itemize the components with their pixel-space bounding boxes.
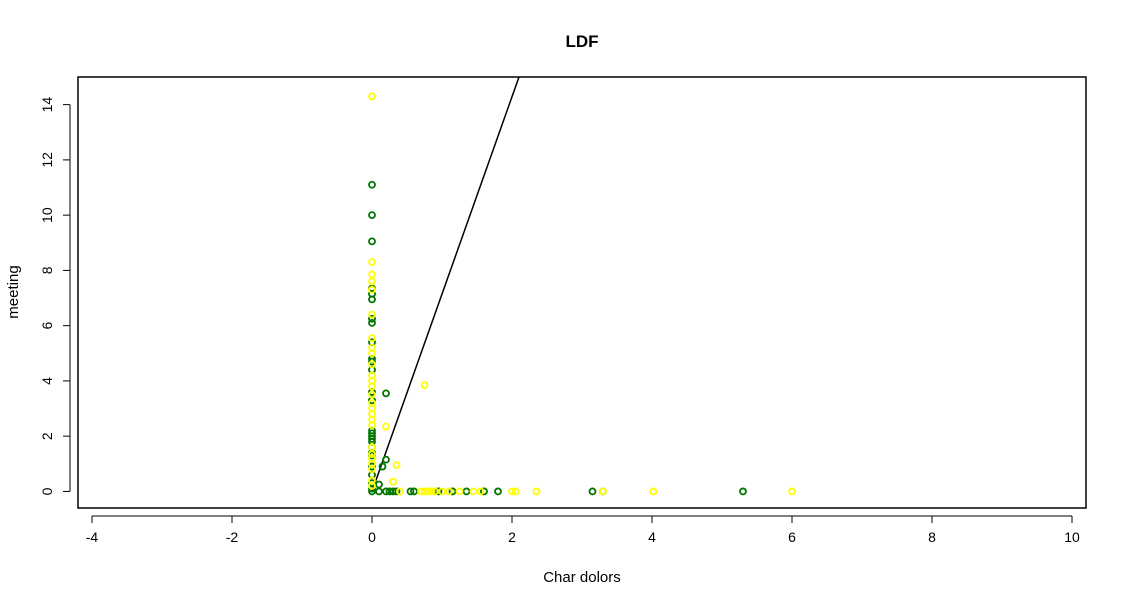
data-point [406,487,415,496]
x-tick-label: 2 [508,529,516,545]
data-point [382,389,390,398]
data-point [368,357,376,366]
x-tick-label: 0 [368,529,376,545]
data-point [368,443,376,452]
data-point [385,487,394,496]
data-point [508,487,516,496]
data-point [368,484,376,493]
data-point [462,487,471,496]
data-point [431,487,439,496]
plot-lines [371,77,520,492]
data-point [445,487,453,496]
data-point [368,314,376,323]
y-tick-label: 0 [39,487,55,495]
discriminant-line [371,77,520,492]
data-point [382,487,390,496]
data-point [511,487,520,496]
data-point [368,237,376,246]
data-point [368,180,376,189]
chart-title: LDF [565,32,598,51]
data-point [455,487,464,496]
data-point [389,477,397,486]
data-point [368,360,376,369]
data-point [368,382,376,391]
data-point [378,462,387,471]
data-point [368,211,376,220]
plot-points [368,92,796,496]
data-point [368,349,376,358]
y-axis-label: meeting [5,265,22,318]
data-point [396,487,404,496]
data-point [368,277,376,286]
y-tick-label: 2 [39,432,55,440]
data-point [389,487,397,496]
y-tick-label: 6 [39,322,55,330]
y-tick-label: 14 [39,97,55,113]
data-point [368,92,376,101]
data-point [420,381,429,389]
data-point [417,487,425,496]
plot-frame [77,76,1087,509]
data-point [410,487,418,496]
x-tick-label: -4 [86,529,99,545]
data-point [392,461,401,470]
data-point [375,487,383,496]
data-point [382,455,390,464]
data-point [588,487,597,496]
data-point [368,465,376,474]
data-point [368,334,376,342]
data-point [375,480,383,489]
data-point [420,487,429,496]
y-tick-label: 4 [39,377,55,385]
data-point [532,487,541,496]
data-point [368,390,376,399]
data-point [480,487,488,496]
data-point [494,487,502,496]
data-point [788,487,796,496]
data-point [368,481,376,490]
data-point [438,487,446,496]
x-tick-label: -2 [226,529,239,545]
x-tick-label: 6 [788,529,796,545]
data-point [382,422,390,431]
data-point [476,487,485,496]
data-point [469,487,478,496]
y-tick-label: 8 [39,266,55,274]
data-point [368,285,376,294]
data-point [392,487,401,496]
data-point [368,435,376,443]
data-point [368,462,376,471]
y-tick-label: 10 [39,207,55,223]
x-tick-label: 4 [648,529,656,545]
x-tick-label: 10 [1064,529,1080,545]
x-axis: -4 -2 0 2 4 6 8 10 [86,515,1080,545]
data-point [739,487,747,496]
data-point [368,295,376,304]
data-point [368,450,376,459]
x-axis-label: Char dolors [543,569,621,586]
data-point [368,421,376,430]
data-point [434,487,443,496]
x-tick-label: 8 [928,529,936,545]
data-point [649,487,658,496]
y-axis: 0 2 4 6 8 10 12 14 [39,97,71,495]
data-point [424,487,432,496]
data-point [368,270,376,279]
data-point [368,318,376,327]
data-point [368,258,376,267]
data-point [427,487,436,496]
y-tick-label: 12 [39,152,55,168]
data-point [448,487,457,496]
data-point [368,310,376,319]
data-point [599,487,607,496]
